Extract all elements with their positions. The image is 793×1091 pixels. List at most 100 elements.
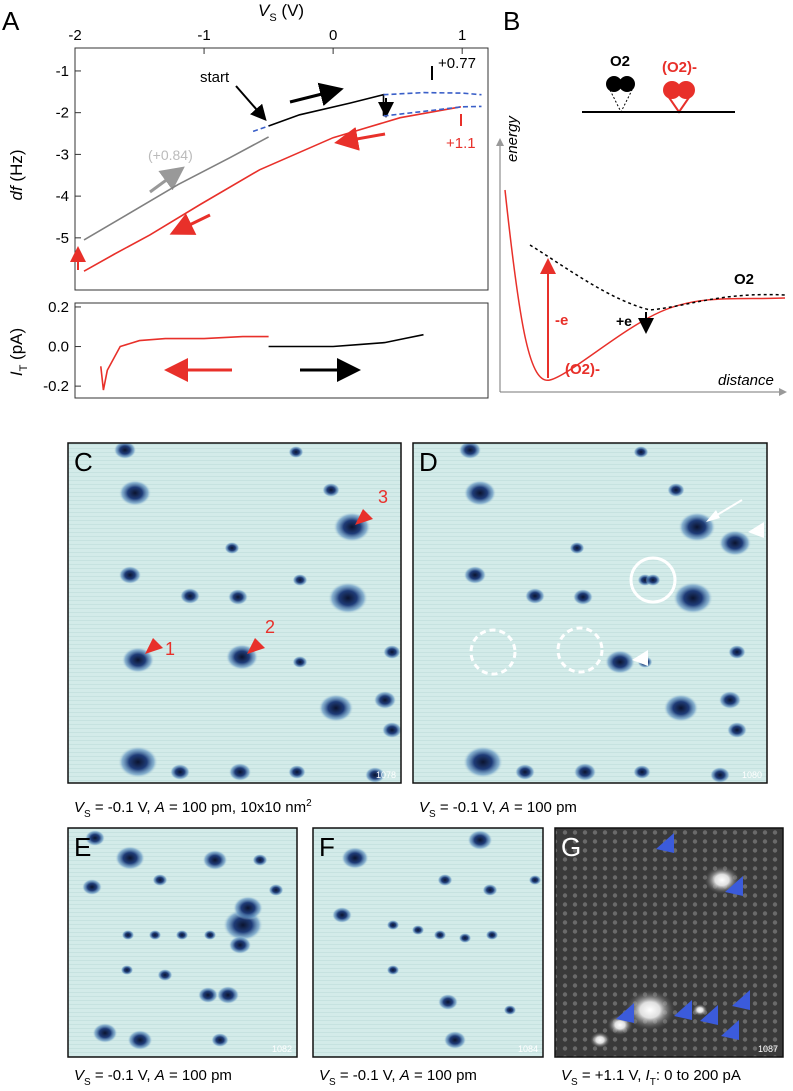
caption-part: V	[319, 1067, 331, 1084]
marker-arrow	[632, 650, 648, 666]
molecule-spot	[382, 722, 401, 738]
image	[413, 443, 767, 783]
molecule-label: (O2)-	[662, 59, 697, 76]
image-frame	[412, 442, 768, 784]
potential-curve	[504, 189, 786, 381]
molecule-spot	[332, 907, 352, 923]
caption-part: T	[650, 1077, 656, 1086]
plot-frame	[74, 302, 489, 399]
molecule-spot	[458, 443, 482, 459]
molecule-spot	[590, 1032, 610, 1048]
image	[68, 443, 401, 783]
caption-part: S	[329, 1077, 336, 1086]
axis-label: energy	[504, 115, 521, 162]
y-tick-label: -0.2	[43, 378, 69, 395]
molecule-spot	[633, 446, 649, 458]
molecule-spot	[625, 990, 675, 1030]
data-line	[268, 333, 424, 348]
marker-arrow	[616, 1003, 634, 1023]
caption-part: S	[571, 1077, 578, 1086]
molecule-spot	[605, 650, 635, 674]
molecule-spot	[710, 767, 730, 783]
molecule-spot	[113, 443, 137, 459]
curve-label: (O2)-	[565, 361, 600, 378]
x-tick-label: 1	[458, 27, 466, 44]
caption-part: V	[419, 799, 431, 816]
molecule-spot	[437, 874, 453, 886]
caption: VS = -0.1 V, A = 100 pm	[74, 1067, 232, 1086]
molecule-spot	[288, 765, 306, 779]
caption: VS = +1.1 V, IT: 0 to 200 pA	[561, 1067, 741, 1086]
marker-label: 2	[265, 617, 275, 637]
marker-arrow	[725, 876, 743, 896]
frame-number: 1084	[518, 1044, 538, 1054]
caption-part: V	[74, 799, 86, 816]
caption-part: I	[646, 1067, 650, 1084]
molecule-spot	[228, 763, 252, 781]
molecule-spot	[673, 582, 713, 614]
data-line	[100, 335, 269, 391]
marker-arrow	[721, 1020, 739, 1040]
molecule-spot	[365, 767, 385, 783]
curve-label: O2	[734, 271, 754, 288]
image	[313, 828, 543, 1057]
y-tick-label: -5	[56, 230, 69, 247]
molecule-spot	[633, 765, 651, 779]
molecule-spot	[383, 645, 401, 659]
arrow	[334, 127, 386, 151]
caption-part: = -0.1 V,	[91, 799, 155, 816]
molecule-spot	[458, 933, 472, 943]
molecule-spot	[341, 847, 369, 869]
molecule-spot	[528, 875, 542, 885]
molecule-spot	[411, 925, 425, 935]
caption-part: V	[74, 1067, 86, 1084]
molecule-spot	[120, 965, 134, 975]
y-tick-label: -4	[56, 188, 69, 205]
molecule-spot	[292, 574, 308, 586]
molecule-spot	[121, 930, 135, 940]
arrow	[235, 85, 267, 122]
data-line	[383, 105, 482, 117]
molecule-spot	[525, 588, 545, 604]
marker-arrow	[656, 833, 674, 853]
molecule-spot	[198, 987, 218, 1003]
molecule-spot	[463, 746, 503, 778]
molecule-spot	[433, 930, 447, 940]
molecule-spot	[118, 566, 142, 584]
image-frame	[67, 442, 402, 784]
molecule-spot	[573, 589, 593, 605]
caption-part: A	[499, 799, 510, 816]
molecule-spot	[443, 1031, 467, 1049]
molecule-spot	[288, 446, 304, 458]
molecule-spot	[318, 694, 354, 722]
arrow	[289, 82, 344, 107]
arrow	[149, 166, 185, 194]
transition-label: +e	[616, 313, 632, 329]
molecule-spot	[463, 480, 497, 506]
molecule-spot	[233, 896, 263, 920]
molecule-spot	[180, 588, 200, 604]
molecule-spot	[692, 1004, 708, 1016]
caption-part: S	[429, 809, 436, 820]
caption: VS = -0.1 V, A = 100 pm	[319, 1067, 477, 1086]
caption-part: : 0 to 200 pA	[656, 1067, 741, 1084]
caption-part: = 100 pm	[410, 1067, 477, 1084]
molecule-spot	[373, 691, 397, 709]
molecule-spot	[386, 920, 400, 930]
potential-curve	[529, 244, 786, 311]
transition-label: -e	[555, 312, 568, 329]
caption: VS = -0.1 V, A = 100 pm	[419, 799, 577, 820]
molecule-spot	[573, 763, 597, 781]
molecule-spot	[115, 846, 145, 870]
molecule-spot	[202, 850, 228, 870]
data-line	[252, 125, 269, 133]
annotation: start	[200, 69, 230, 86]
caption-part: = 100 pm	[510, 799, 577, 816]
y-tick-label: -1	[56, 63, 69, 80]
highlight-circle	[629, 556, 677, 604]
marker-arrow	[674, 1000, 692, 1020]
molecule-spot	[438, 994, 458, 1010]
molecule-spot	[228, 936, 252, 954]
atom	[619, 76, 635, 92]
